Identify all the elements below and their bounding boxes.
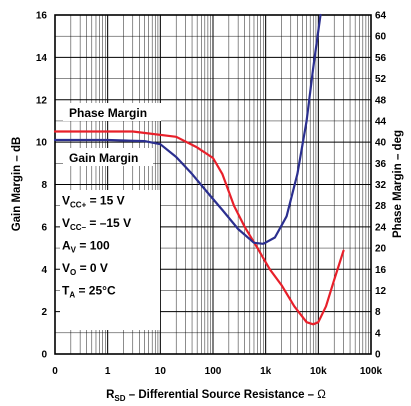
x-axis-label: RSD – Differential Source Resistance – Ω <box>106 389 326 403</box>
conditions-box <box>60 190 160 330</box>
x-tick-label: 1 <box>105 366 111 377</box>
y-tick-label-right: 36 <box>375 159 387 170</box>
y-tick-label-right: 0 <box>375 350 381 361</box>
y-tick-label-left: 2 <box>41 307 47 318</box>
plot-frame <box>54 14 372 355</box>
x-tick-label: 100k <box>360 366 383 377</box>
y-tick-label-right: 48 <box>375 95 387 106</box>
y-tick-label-right: 24 <box>375 222 387 233</box>
y-tick-label-right: 60 <box>375 32 387 43</box>
legend-phase-margin-box <box>63 103 161 121</box>
condition-value: = 25°C <box>75 284 116 298</box>
condition-symbol: T <box>62 284 70 298</box>
condition-value: = 100 <box>76 239 110 253</box>
y-tick-label-right: 56 <box>375 53 387 64</box>
series-line-gain-margin <box>53 13 322 245</box>
x-axis-label-main: R <box>106 389 115 401</box>
condition-symbol: V <box>62 194 70 208</box>
x-tick-label: 100 <box>205 366 222 377</box>
y-tick-label-right: 8 <box>375 307 381 318</box>
y-tick-label-left: 16 <box>36 11 48 22</box>
x-tick-label: 10k <box>310 366 327 377</box>
y-tick-label-right: 28 <box>375 201 387 212</box>
legend-phase-margin-label: Phase Margin <box>69 106 147 120</box>
x-axis-label-unit: Ω <box>317 389 326 401</box>
x-axis-label-sub: SD <box>114 394 125 403</box>
legend-gain-margin: Gain Margin <box>63 148 153 166</box>
legend-phase-margin: Phase Margin <box>63 103 161 121</box>
y-tick-label-left: 8 <box>41 180 47 191</box>
y-tick-label-right: 20 <box>375 244 387 255</box>
series-layer <box>53 13 345 326</box>
condition-symbol: A <box>62 239 71 253</box>
y-tick-label-left: 6 <box>41 222 47 233</box>
y-tick-label-right: 64 <box>375 11 387 22</box>
condition-subscript: O <box>70 268 76 277</box>
condition-subscript: A <box>69 291 75 300</box>
y-tick-label-right: 12 <box>375 286 387 297</box>
condition-line: VO = 0 V <box>62 261 108 277</box>
condition-line: VCC– = –15 V <box>62 216 131 232</box>
condition-line: VCC+ = 15 V <box>62 194 125 210</box>
y-tick-label-left: 12 <box>36 95 48 106</box>
condition-subscript: V <box>71 246 77 255</box>
series-line-phase-margin <box>53 130 345 326</box>
x-tick-label: 0 <box>52 366 58 377</box>
y-tick-label-right: 4 <box>375 328 381 339</box>
y-tick-label-left: 14 <box>36 53 48 64</box>
y-tick-label-left: 0 <box>41 350 47 361</box>
condition-value: = 15 V <box>86 194 124 208</box>
legend-gain-margin-box <box>63 148 153 166</box>
condition-subscript: CC– <box>70 223 87 232</box>
condition-line: TA = 25°C <box>62 284 116 300</box>
y-axis-label-right: Phase Margin – deg <box>392 130 404 238</box>
y-tick-label-right: 32 <box>375 180 387 191</box>
y-ticks-left: 0 2 4 6 8 10 12 14 16 <box>36 11 48 361</box>
y-tick-label-right: 44 <box>375 116 387 127</box>
x-ticks: 0 1 10 100 1k 10k 100k <box>52 366 382 377</box>
x-tick-label: 10 <box>155 366 167 377</box>
condition-subscript: CC+ <box>70 201 87 210</box>
y-tick-label-left: 4 <box>41 265 47 276</box>
y-tick-label-right: 16 <box>375 265 387 276</box>
condition-value: = –15 V <box>86 216 131 230</box>
legend-gain-margin-label: Gain Margin <box>69 151 138 165</box>
y-tick-label-right: 40 <box>375 138 387 149</box>
x-axis-label-rest: – Differential Source Resistance – <box>126 389 318 401</box>
y-tick-label-left: 10 <box>36 138 48 149</box>
y-axis-label-left: Gain Margin – dB <box>11 137 23 232</box>
condition-symbol: V <box>62 216 70 230</box>
x-tick-label: 1k <box>260 366 272 377</box>
y-tick-label-right: 52 <box>375 74 387 85</box>
condition-line: AV = 100 <box>62 239 110 255</box>
condition-value: = 0 V <box>76 261 108 275</box>
condition-symbol: V <box>62 261 70 275</box>
